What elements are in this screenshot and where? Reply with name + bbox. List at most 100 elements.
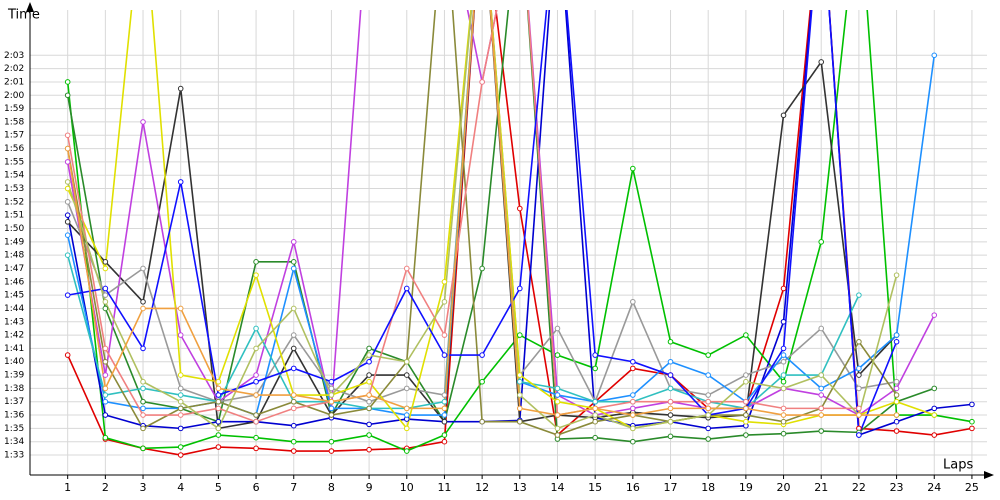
lap-point <box>554 392 561 398</box>
series-line <box>66 10 935 443</box>
lap-point <box>253 392 259 398</box>
lap-point <box>177 412 184 418</box>
lap-point <box>140 378 146 385</box>
y-tick-label: 1:43 <box>4 317 24 327</box>
lap-point <box>140 425 146 432</box>
lap-point <box>140 405 146 412</box>
y-tick-label: 1:39 <box>4 371 24 381</box>
lap-point <box>177 392 184 398</box>
lap-point <box>64 232 71 238</box>
lap-point <box>931 52 938 59</box>
lap-point <box>290 332 297 338</box>
lap-point <box>893 412 900 418</box>
lap-point <box>64 219 71 225</box>
lap-point <box>290 239 297 245</box>
lap-point <box>102 265 109 272</box>
lap-point <box>177 385 184 392</box>
lap-point <box>366 345 372 352</box>
lap-point <box>705 412 711 418</box>
lap-point <box>328 398 335 405</box>
lap-point <box>554 412 561 418</box>
lap-point <box>554 352 561 358</box>
lap-point <box>780 345 787 352</box>
lap-point <box>818 325 825 332</box>
y-tick-label: 1:55 <box>4 157 24 167</box>
lap-point <box>856 372 862 378</box>
y-tick-label: 1:46 <box>4 277 24 287</box>
y-tick-label: 1:38 <box>4 384 24 394</box>
x-tick-label: 23 <box>890 481 904 494</box>
lap-point <box>366 378 372 385</box>
lap-point <box>366 358 372 365</box>
lap-point <box>554 425 561 432</box>
lap-point <box>253 378 259 385</box>
lap-point <box>177 405 184 412</box>
lap-point <box>705 352 711 358</box>
lap-point <box>667 405 674 412</box>
lap-point <box>253 272 259 278</box>
lap-point <box>366 405 372 412</box>
lap-point <box>517 378 523 385</box>
x-tick-label: 15 <box>588 481 602 494</box>
lap-point <box>64 212 71 218</box>
lap-point <box>64 145 71 152</box>
lap-point <box>215 405 222 412</box>
lap-point <box>366 446 372 453</box>
lap-point <box>893 428 900 434</box>
lap-point <box>253 412 259 418</box>
lap-point <box>554 385 561 392</box>
lap-point <box>780 358 787 365</box>
lap-point <box>780 418 787 425</box>
lap-point <box>856 292 862 298</box>
lap-point <box>140 385 146 392</box>
lap-point <box>630 392 636 398</box>
x-tick-label: 16 <box>626 481 640 494</box>
lap-point <box>177 332 184 338</box>
lap-point <box>140 345 146 352</box>
x-tick-label: 9 <box>366 481 373 494</box>
lap-point <box>177 85 184 92</box>
lap-point <box>140 305 146 312</box>
y-tick-label: 1:51 <box>4 211 24 221</box>
x-tick-label: 19 <box>739 481 753 494</box>
lap-point <box>893 385 900 392</box>
lap-point <box>667 433 674 440</box>
x-tick-label: 8 <box>328 481 335 494</box>
lap-point <box>818 412 825 418</box>
lap-point <box>64 199 71 205</box>
lap-point <box>253 445 259 452</box>
lap-point <box>177 452 184 458</box>
y-tick-label: 1:42 <box>4 331 24 341</box>
lap-point <box>140 119 146 125</box>
lap-point <box>667 338 674 345</box>
lap-point <box>667 385 674 392</box>
lap-point <box>64 352 71 358</box>
lap-point <box>328 385 335 392</box>
x-tick-label: 3 <box>140 481 147 494</box>
lap-point <box>253 259 259 265</box>
lap-point <box>64 79 71 85</box>
lap-point <box>630 365 636 372</box>
lap-point <box>177 444 184 450</box>
lap-point <box>818 372 825 378</box>
lap-point <box>441 432 448 438</box>
y-tick-label: 1:40 <box>4 357 24 367</box>
lap-point <box>893 378 900 385</box>
y-tick-label: 1:37 <box>4 397 24 407</box>
lap-point <box>290 405 297 412</box>
lap-point <box>328 405 335 412</box>
y-tick-label: 1:44 <box>4 304 24 314</box>
y-tick-label: 1:54 <box>4 171 24 181</box>
lap-point <box>667 358 674 365</box>
lap-point <box>441 412 448 418</box>
x-tick-label: 12 <box>475 481 489 494</box>
lap-point <box>705 425 711 432</box>
lap-point <box>64 179 71 185</box>
lap-point <box>64 252 71 258</box>
lap-point <box>479 418 485 425</box>
lap-point <box>667 372 674 378</box>
lap-point <box>705 372 711 378</box>
lap-point <box>403 372 410 378</box>
lap-point <box>630 412 636 418</box>
lap-point <box>780 352 787 358</box>
